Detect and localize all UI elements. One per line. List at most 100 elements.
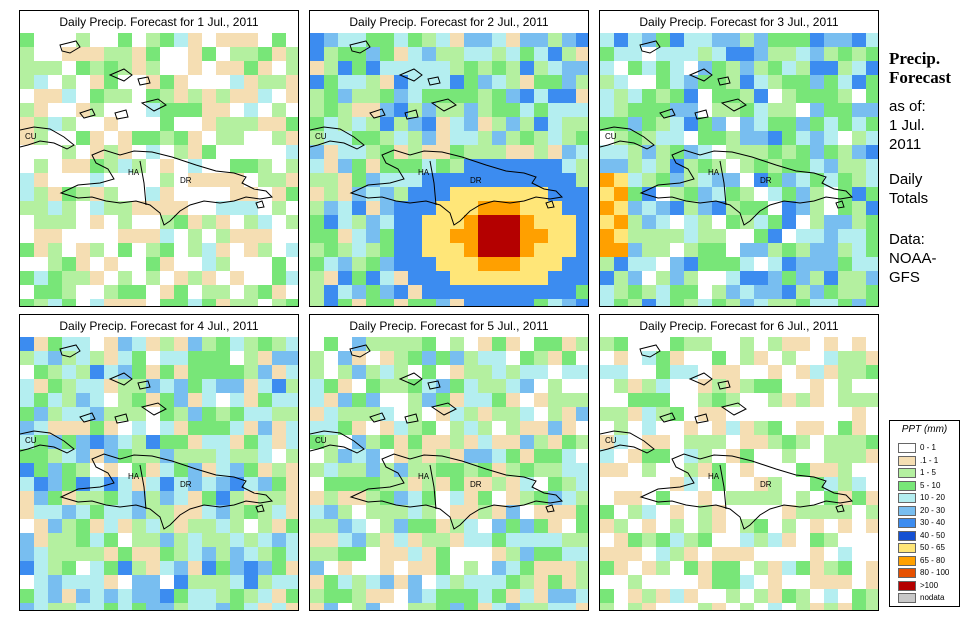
- precip-cell: [352, 117, 366, 131]
- precip-cell: [104, 491, 118, 505]
- precip-cell: [450, 463, 464, 477]
- precip-cell: [782, 173, 796, 187]
- precip-cell: [310, 131, 324, 145]
- precip-cell: [600, 575, 614, 589]
- precip-cell: [230, 491, 244, 505]
- precip-cell: [408, 561, 422, 575]
- precip-cell: [810, 407, 824, 421]
- precip-cell: [132, 61, 146, 75]
- precip-cell: [712, 159, 726, 173]
- precip-cell: [838, 589, 852, 603]
- precip-cell: [258, 33, 272, 47]
- precip-cell: [174, 575, 188, 589]
- precip-cell: [478, 117, 492, 131]
- precip-cell: [244, 365, 258, 379]
- precip-cell: [286, 173, 298, 187]
- precip-cell: [576, 285, 588, 299]
- precip-cell: [712, 491, 726, 505]
- precip-cell: [684, 435, 698, 449]
- precip-cell: [712, 271, 726, 285]
- precip-cell: [104, 271, 118, 285]
- precip-cell: [366, 519, 380, 533]
- precip-cell: [548, 351, 562, 365]
- precip-cell: [408, 351, 422, 365]
- precip-cell: [698, 575, 712, 589]
- precip-cell: [824, 379, 838, 393]
- precip-cell: [188, 131, 202, 145]
- precip-cell: [754, 215, 768, 229]
- precip-cell: [656, 547, 670, 561]
- precip-cell: [782, 379, 796, 393]
- precip-cell: [20, 337, 34, 351]
- precip-cell: [520, 547, 534, 561]
- precip-cell: [698, 201, 712, 215]
- precip-cell: [146, 547, 160, 561]
- precip-cell: [244, 271, 258, 285]
- precip-cell: [796, 285, 810, 299]
- precip-cell: [726, 257, 740, 271]
- precip-cell: [684, 379, 698, 393]
- precip-cell: [754, 103, 768, 117]
- precip-cell: [478, 407, 492, 421]
- precip-cell: [286, 257, 298, 271]
- precip-cell: [76, 463, 90, 477]
- precip-cell: [422, 337, 436, 351]
- precip-cell: [628, 561, 642, 575]
- precip-cell: [422, 229, 436, 243]
- precip-cell: [754, 131, 768, 145]
- precip-cell: [712, 285, 726, 299]
- precip-cell: [684, 561, 698, 575]
- precip-cell: [366, 271, 380, 285]
- precip-cell: [600, 393, 614, 407]
- precip-cell: [188, 103, 202, 117]
- precip-cell: [796, 117, 810, 131]
- precip-cell: [768, 47, 782, 61]
- precip-cell: [726, 271, 740, 285]
- precip-cell: [146, 299, 160, 306]
- precip-cell: [174, 159, 188, 173]
- precip-cell: [352, 243, 366, 257]
- precip-cell: [642, 173, 656, 187]
- precip-cell: [478, 173, 492, 187]
- precip-cell: [104, 257, 118, 271]
- precip-cell: [202, 257, 216, 271]
- precip-cell: [520, 285, 534, 299]
- totals-line1: Daily: [889, 171, 923, 188]
- precip-cell: [548, 589, 562, 603]
- precip-cell: [272, 271, 286, 285]
- precip-cell: [90, 243, 104, 257]
- precip-cell: [48, 187, 62, 201]
- precip-cell: [852, 187, 866, 201]
- precip-cell: [366, 603, 380, 610]
- precip-cell: [506, 435, 520, 449]
- precip-cell: [614, 243, 628, 257]
- precip-cell: [324, 603, 338, 610]
- precip-cell: [48, 337, 62, 351]
- precip-cell: [90, 33, 104, 47]
- precip-cell: [600, 243, 614, 257]
- precip-cell: [394, 285, 408, 299]
- precip-cell: [104, 519, 118, 533]
- precip-cell: [698, 75, 712, 89]
- precip-cell: [838, 519, 852, 533]
- precip-cell: [244, 337, 258, 351]
- precip-cell: [548, 159, 562, 173]
- precip-cell: [436, 75, 450, 89]
- precip-cell: [380, 89, 394, 103]
- precip-cell: [450, 61, 464, 75]
- precip-cell: [174, 435, 188, 449]
- precip-cell: [48, 589, 62, 603]
- precip-cell: [48, 379, 62, 393]
- precip-cell: [506, 145, 520, 159]
- precip-cell: [244, 33, 258, 47]
- precip-cell: [684, 271, 698, 285]
- precip-cell: [520, 145, 534, 159]
- precip-cell: [576, 547, 588, 561]
- precip-cell: [34, 47, 48, 61]
- precip-cell: [534, 159, 548, 173]
- precip-cell: [782, 547, 796, 561]
- precip-cell: [562, 505, 576, 519]
- label-dominican-republic: DR: [180, 480, 192, 489]
- sidebar-title-line2: Forecast: [889, 68, 951, 87]
- precip-cell: [202, 271, 216, 285]
